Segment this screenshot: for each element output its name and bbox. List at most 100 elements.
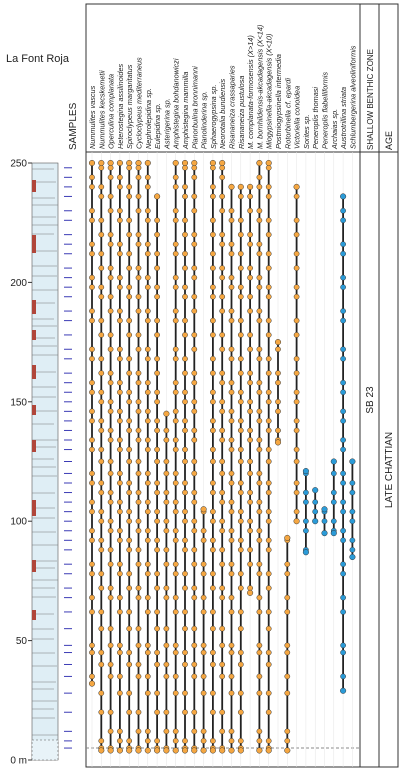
occurrence [219,673,226,680]
occurrence [210,398,216,405]
occurrence [256,594,263,601]
occurrence [135,661,142,668]
occurrence [247,458,253,465]
occurrence [256,690,263,696]
occurrence [237,609,244,615]
occurrence [126,709,133,716]
occurrence [219,585,226,591]
occurrence [135,594,142,601]
occurrence [135,728,142,735]
occurrence [247,332,253,338]
occurrence [163,585,170,591]
occurrence [154,217,160,224]
occurrence [265,738,272,744]
occurrence [247,241,253,248]
occurrence [265,193,272,200]
occurrence [191,518,198,525]
occurrence [135,408,142,415]
occurrence [89,673,95,680]
occurrence [219,379,226,386]
occurrence [219,346,226,353]
samples-label: SAMPLES [68,102,79,150]
occurrence [98,480,105,486]
occurrence [144,673,151,680]
species-name: M. complanata-formosensis (X>14) [246,35,255,149]
occurrence [98,458,105,465]
occurrence [126,265,133,271]
occurrence [135,585,142,591]
occurrence [191,427,198,434]
occurrence [172,355,179,362]
occurrence [219,427,226,434]
occurrence [126,625,133,632]
occurrence [219,642,226,649]
occurrence [191,308,198,314]
occurrence [163,427,170,434]
occurrence [98,398,105,405]
occurrence [191,379,198,386]
occurrence [340,308,346,314]
occurrence [98,738,105,744]
age-header: AGE [384,131,394,150]
occurrence [107,274,114,281]
occurrence [117,673,123,680]
occurrence [219,274,226,281]
occurrence [340,499,346,505]
occurrence [126,537,133,544]
occurrence [256,184,263,190]
species-name: Heterostegina assilinoides [116,63,125,149]
occurrence [182,585,188,591]
occurrence [107,661,114,668]
occurrence [293,398,300,405]
occurrence [191,207,198,214]
occurrence [172,570,179,577]
occurrence [237,317,244,324]
occurrence [182,418,188,424]
occurrence [340,250,346,257]
occurrence [228,738,235,744]
occurrence [340,537,346,544]
occurrence [98,418,105,424]
occurrence [98,547,105,553]
occurrence [126,690,133,696]
occurrence [98,585,105,591]
occurrence [256,437,263,443]
occurrence [200,594,207,601]
occurrence [172,284,179,291]
occurrence [265,609,272,615]
occurrence [163,547,170,553]
occurrence [126,738,133,744]
range-end [200,747,207,754]
occurrence [210,265,216,271]
occurrence [144,379,151,386]
occurrence [107,293,114,300]
occurrence [340,355,346,362]
occurrence [182,625,188,632]
occurrence [191,547,198,553]
occurrence [228,508,235,515]
occurrence [191,561,198,568]
occurrence [219,370,226,376]
occurrence [191,470,198,477]
range-end [247,589,254,596]
occurrence [228,217,235,224]
occurrence [126,184,133,190]
occurrence [275,346,281,353]
occurrence [265,570,272,577]
occurrence [98,217,105,224]
occurrence [265,649,272,656]
occurrence [163,518,170,525]
occurrence [265,508,272,515]
occurrence [200,561,207,568]
occurrence [117,570,123,577]
occurrence [265,625,272,632]
occurrence [340,284,346,291]
occurrence [135,427,142,434]
occurrence [107,231,114,238]
occurrence [135,241,142,248]
occurrence [237,427,244,434]
occurrence [117,379,123,386]
occurrence [135,470,142,477]
occurrence [172,609,179,615]
occurrence [284,642,291,649]
